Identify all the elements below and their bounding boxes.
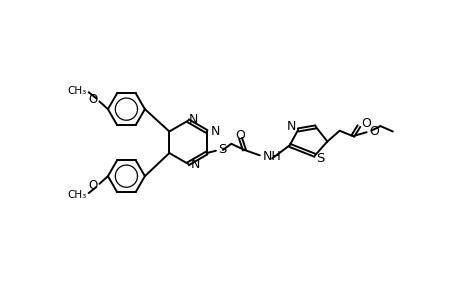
Text: O: O [89, 93, 98, 106]
Text: O: O [368, 125, 378, 138]
Text: CH₃: CH₃ [67, 86, 86, 96]
Text: N: N [188, 113, 198, 126]
Text: O: O [235, 129, 245, 142]
Text: CH₃: CH₃ [67, 190, 86, 200]
Text: O: O [89, 179, 98, 192]
Text: S: S [316, 152, 324, 165]
Text: N: N [190, 158, 200, 171]
Text: O: O [360, 117, 370, 130]
Text: N: N [210, 125, 219, 138]
Text: N: N [286, 120, 295, 133]
Text: NH: NH [263, 150, 281, 163]
Text: S: S [218, 143, 226, 157]
